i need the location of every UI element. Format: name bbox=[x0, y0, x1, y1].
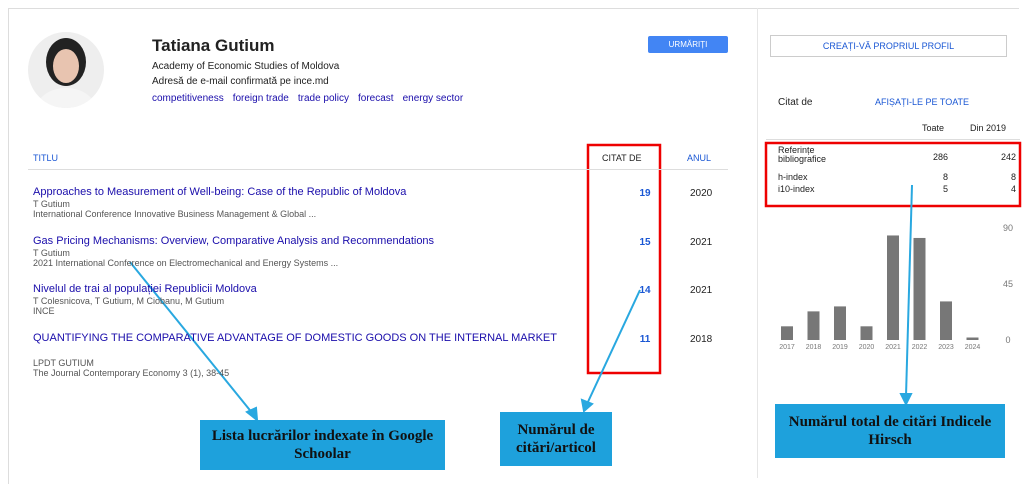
article-venue: 2021 International Conference on Electro… bbox=[33, 258, 339, 268]
bar bbox=[887, 235, 899, 340]
article-authors: T Gutium bbox=[33, 248, 70, 258]
x-tick-label: 2022 bbox=[912, 344, 928, 351]
cited-by-label: Citat de bbox=[778, 97, 813, 108]
frame bbox=[8, 8, 1019, 484]
arrows bbox=[129, 184, 913, 423]
bar bbox=[913, 237, 926, 340]
stat-since: 4 bbox=[1010, 184, 1016, 194]
annotation: Lista lucrărilor indexate în Google Scho… bbox=[200, 420, 445, 470]
y-tick-label: 90 bbox=[1003, 223, 1013, 233]
bar bbox=[860, 326, 873, 340]
header-year: ANUL bbox=[687, 153, 712, 163]
stat-all: 8 bbox=[942, 172, 948, 182]
x-tick-label: 2020 bbox=[859, 344, 875, 351]
article-year: 2018 bbox=[690, 334, 713, 345]
avatar bbox=[28, 32, 104, 108]
interest-link[interactable]: energy sector bbox=[402, 93, 464, 104]
highlight-box bbox=[586, 143, 662, 375]
cited-count[interactable]: 11 bbox=[639, 334, 651, 345]
email: Adresă de e-mail confirmată pe ince.md bbox=[152, 76, 329, 87]
rule bbox=[766, 139, 1020, 140]
interest-link[interactable]: forecast bbox=[358, 93, 394, 104]
stat-label: i10-index bbox=[778, 184, 815, 194]
affiliation: Academy of Economic Studies of Moldova bbox=[152, 61, 340, 72]
interest-link[interactable]: trade policy bbox=[297, 93, 349, 104]
annotation: Numărul total de citări Indicele Hirsch bbox=[775, 404, 1005, 458]
x-tick-label: 2017 bbox=[779, 344, 795, 351]
article-authors: T Colesnicova, T Gutium, M Ciobanu, M Gu… bbox=[33, 296, 225, 306]
bar bbox=[807, 311, 820, 340]
table-header bbox=[28, 145, 728, 170]
article-authors: LPDT GUTIUM bbox=[33, 358, 94, 368]
article-title[interactable]: Nivelul de trai al populației Republicii… bbox=[33, 283, 257, 295]
bar bbox=[781, 326, 793, 340]
header-title: TITLU bbox=[33, 153, 59, 163]
highlight-box bbox=[764, 141, 1022, 208]
annotation: Numărul de citări/articol bbox=[500, 412, 612, 466]
x-tick-label: 2021 bbox=[885, 344, 901, 351]
x-tick-label: 2019 bbox=[832, 344, 848, 351]
bar bbox=[834, 306, 846, 340]
interest-link[interactable]: foreign trade bbox=[232, 93, 289, 104]
stat-label: h-index bbox=[778, 172, 808, 182]
article-venue: The Journal Contemporary Economy 3 (1), … bbox=[33, 368, 230, 378]
x-tick-label: 2024 bbox=[965, 344, 981, 351]
interest-link[interactable]: competitiveness bbox=[152, 93, 224, 104]
cited-count[interactable]: 14 bbox=[639, 285, 651, 296]
header-cited: CITAT DE bbox=[602, 153, 642, 163]
cited-count[interactable]: 19 bbox=[639, 188, 651, 199]
column-header: Toate bbox=[922, 123, 945, 133]
y-tick-label: 0 bbox=[1005, 335, 1010, 345]
stat-since: 8 bbox=[1010, 172, 1016, 182]
create-profile-button[interactable]: CREAȚI-VĂ PROPRIUL PROFIL bbox=[770, 35, 1007, 57]
article-year: 2020 bbox=[690, 188, 713, 199]
article-venue: INCE bbox=[33, 306, 55, 316]
y-tick-label: 45 bbox=[1003, 279, 1013, 289]
bar bbox=[966, 337, 979, 340]
article-authors: T Gutium bbox=[33, 199, 70, 209]
cited-count[interactable]: 15 bbox=[639, 237, 651, 248]
show-all-link[interactable]: AFIȘAȚI-LE PE TOATE bbox=[875, 97, 970, 107]
stat-all: 5 bbox=[942, 184, 948, 194]
bar bbox=[940, 301, 952, 340]
stat-all: 286 bbox=[932, 152, 948, 162]
article-title[interactable]: QUANTIFYING THE COMPARATIVE ADVANTAGE OF… bbox=[33, 332, 557, 344]
divider bbox=[757, 8, 758, 478]
article-year: 2021 bbox=[690, 285, 713, 296]
stat-since: 242 bbox=[1000, 152, 1016, 162]
article-year: 2021 bbox=[690, 237, 713, 248]
interests: competitiveness foreign trade trade policy… bbox=[152, 93, 472, 104]
x-tick-label: 2018 bbox=[806, 344, 822, 351]
article-title[interactable]: Approaches to Measurement of Well-being:… bbox=[33, 186, 407, 198]
x-tick-label: 2023 bbox=[938, 344, 954, 351]
follow-button[interactable]: URMĂRIȚI bbox=[648, 36, 728, 53]
profile-name: Tatiana Gutium bbox=[152, 36, 275, 55]
article-venue: International Conference Innovative Busi… bbox=[33, 209, 317, 219]
stat-label: Referințe bibliografice bbox=[778, 145, 827, 164]
column-header: Din 2019 bbox=[970, 123, 1007, 133]
article-title[interactable]: Gas Pricing Mechanisms: Overview, Compar… bbox=[33, 235, 435, 247]
